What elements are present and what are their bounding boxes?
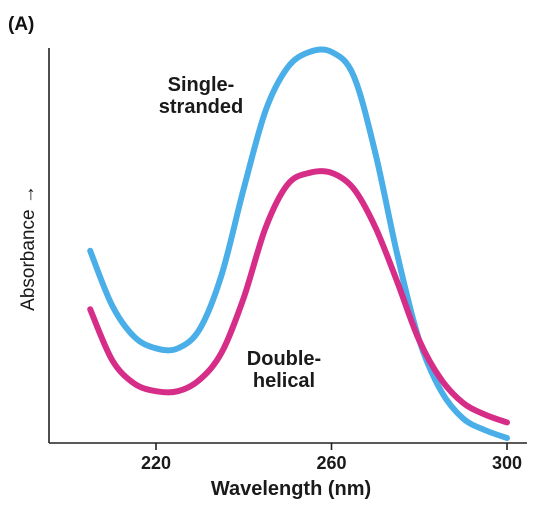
series-label-single-stranded-line2: stranded <box>159 96 243 118</box>
series-label-double-helical-line2: helical <box>253 370 315 392</box>
series-label-double-helical-line1: Double- <box>247 348 321 370</box>
panel-label: (A) <box>8 14 34 35</box>
x-tick-label-300: 300 <box>492 453 522 473</box>
series-line-double-helical <box>87 168 510 426</box>
x-tick-label-220: 220 <box>141 453 171 473</box>
series-labels: Single-stranded Double-helical <box>159 74 321 392</box>
series-lines <box>87 46 510 441</box>
y-axis-title: Absorbance → <box>18 185 39 311</box>
series-line-single-stranded <box>87 46 510 441</box>
series-label-single-stranded-line1: Single- <box>168 74 235 96</box>
x-tick-label-260: 260 <box>316 453 346 473</box>
x-axis-title: Wavelength (nm) <box>211 478 371 500</box>
x-ticks: 220 260 300 <box>141 443 522 473</box>
